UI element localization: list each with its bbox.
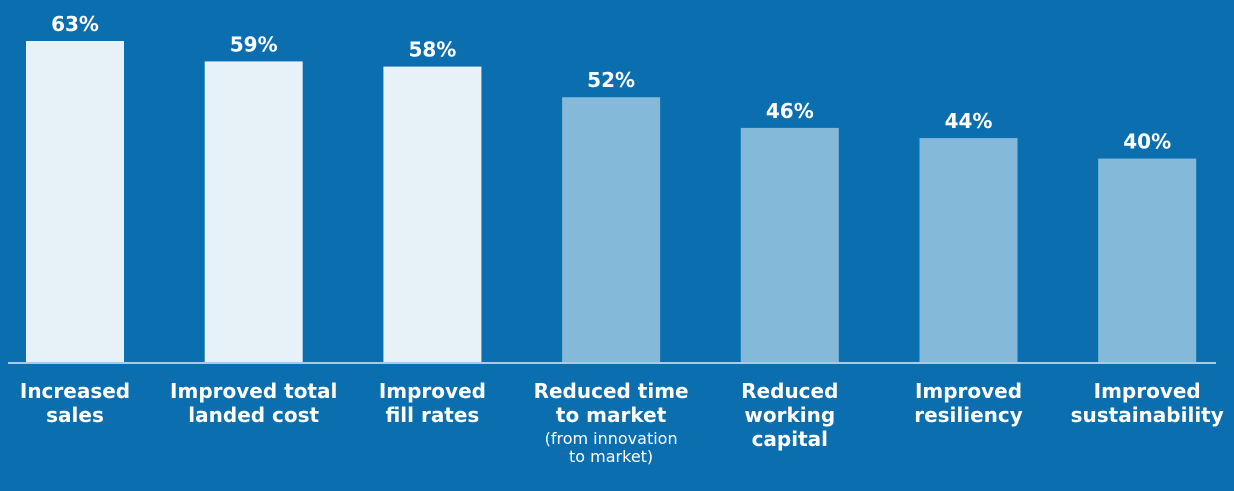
value-label-increased-sales: 63% (51, 12, 99, 36)
category-note-line: to market) (569, 447, 653, 466)
category-label-line: Reduced time (534, 379, 689, 403)
value-label-reduced-working-capital: 46% (766, 99, 814, 123)
bar-improved-resiliency (919, 138, 1018, 363)
category-label-line: capital (752, 427, 828, 451)
category-label-line: Improved (915, 379, 1022, 403)
category-label-line: sales (46, 403, 104, 427)
value-label-reduced-time-to-market: 52% (587, 68, 635, 92)
bar-improved-total-landed-cost (204, 61, 303, 364)
bars (26, 41, 1197, 364)
category-label-line: working (744, 403, 835, 427)
category-label-line: Reduced (741, 379, 838, 403)
bar-improved-fill-rates (383, 66, 482, 363)
category-label-line: sustainability (1071, 403, 1224, 427)
category-label-line: Increased (20, 379, 130, 403)
category-label-line: resiliency (914, 403, 1023, 427)
value-labels: 63% 59% 58% 52% 46% 44% 40% (51, 12, 1171, 154)
value-label-improved-total-landed-cost: 59% (230, 32, 278, 56)
bar-increased-sales (26, 41, 124, 363)
category-label-line: fill rates (385, 403, 479, 427)
category-label-line: Improved (379, 379, 486, 403)
category-label-line: Improved (1094, 379, 1201, 403)
bar-reduced-time-to-market (562, 97, 661, 363)
category-note-line: (from innovation (545, 429, 678, 448)
category-label-line: to market (556, 403, 667, 427)
value-label-improved-fill-rates: 58% (408, 38, 456, 62)
value-label-improved-resiliency: 44% (945, 109, 993, 133)
category-label-line: Improved total (170, 379, 337, 403)
bar-reduced-working-capital (740, 127, 839, 364)
bar-improved-sustainability (1098, 158, 1197, 363)
value-label-improved-sustainability: 40% (1123, 130, 1171, 154)
category-label-line: landed cost (188, 403, 319, 427)
